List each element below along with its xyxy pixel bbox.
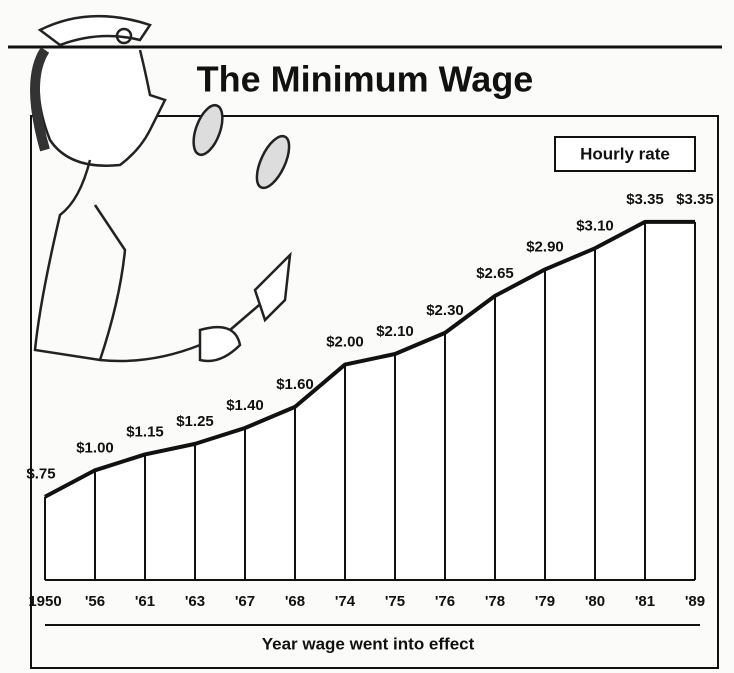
value-label: $.75 <box>26 466 55 483</box>
chart-title: The Minimum Wage <box>197 59 534 100</box>
x-tick-label: '67 <box>235 593 255 610</box>
value-label: $1.60 <box>276 376 314 393</box>
value-label: $2.65 <box>476 265 514 282</box>
x-tick-label: '79 <box>535 593 555 610</box>
x-axis-label: Year wage went into effect <box>262 634 475 653</box>
x-tick-label: '89 <box>685 593 705 610</box>
x-tick-label: '80 <box>585 593 605 610</box>
value-label: $2.90 <box>526 238 564 255</box>
x-tick-label: 1950 <box>28 593 61 610</box>
value-label: $2.00 <box>326 334 364 351</box>
x-tick-label: '75 <box>385 593 405 610</box>
x-tick-label: '74 <box>335 593 356 610</box>
value-label: $3.35 <box>676 191 714 208</box>
units-label: Hourly rate <box>580 144 670 163</box>
value-label: $2.10 <box>376 323 414 340</box>
x-tick-label: '61 <box>135 593 155 610</box>
value-label: $3.10 <box>576 217 614 234</box>
value-label: $1.25 <box>176 413 214 430</box>
x-tick-label: '56 <box>85 593 105 610</box>
value-label: $2.30 <box>426 302 464 319</box>
chart: The Minimum Wage Hourly rate Year wage w… <box>0 0 734 673</box>
x-tick-label: '76 <box>435 593 455 610</box>
x-tick-label: '63 <box>185 593 205 610</box>
value-label: $1.15 <box>126 423 164 440</box>
value-label: $1.40 <box>226 397 264 414</box>
value-label: $3.35 <box>626 191 664 208</box>
x-tick-label: '78 <box>485 593 505 610</box>
x-tick-label: '68 <box>285 593 305 610</box>
x-tick-label: '81 <box>635 593 655 610</box>
value-label: $1.00 <box>76 439 114 456</box>
